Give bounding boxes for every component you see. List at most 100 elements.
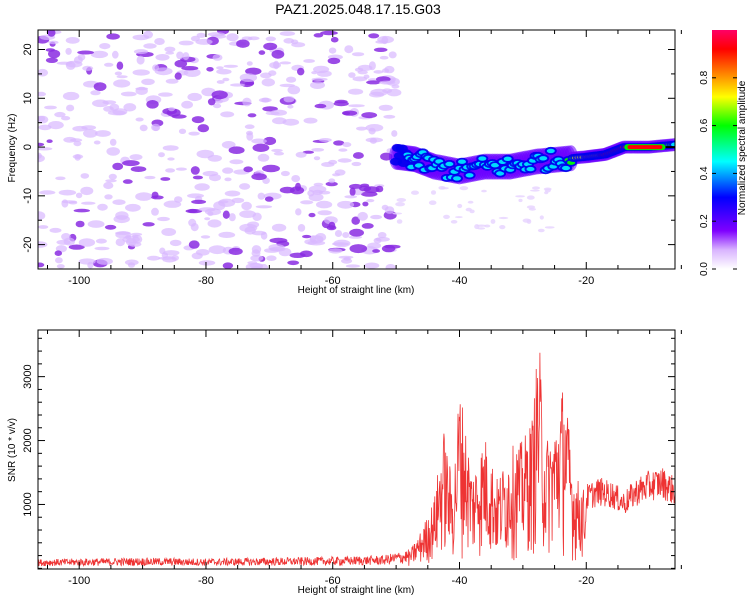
noise-blob [316, 200, 333, 209]
noise-blob [38, 68, 49, 77]
noise-blob [196, 149, 215, 159]
snr-x-axis-label: Height of straight line (km) [298, 585, 415, 596]
noise-blob [247, 113, 257, 118]
noise-blob [344, 195, 358, 199]
noise-blob [38, 147, 53, 151]
noise-blob [81, 201, 96, 205]
noise-blob [222, 262, 234, 269]
noise-blob [319, 138, 332, 142]
colorbar-ticks: 0.0 0.2 0.4 0.6 0.8 [699, 70, 737, 276]
noise-blob [94, 130, 111, 137]
noise-blob [333, 239, 351, 248]
noise-blob [226, 33, 239, 42]
noise-blob [80, 186, 94, 196]
noise-blob [228, 146, 245, 154]
noise-blob [377, 232, 387, 239]
noise-blob [90, 90, 101, 96]
noise-blob [477, 227, 486, 230]
noise-blob [48, 49, 61, 59]
noise-blob [302, 234, 312, 239]
noise-blob [38, 91, 46, 97]
noise-blob [532, 186, 540, 190]
noise-blob [135, 192, 153, 201]
signal-peak [465, 173, 474, 178]
spectrogram-x-axis-label: Height of straight line (km) [298, 285, 415, 296]
noise-blob [269, 61, 281, 69]
noise-blob [211, 90, 228, 100]
noise-blob [295, 151, 307, 158]
noise-blob [120, 91, 137, 97]
noise-blob [78, 258, 96, 265]
noise-blob [191, 199, 207, 204]
noise-blob [362, 201, 369, 207]
noise-blob [160, 177, 171, 181]
snr-y-tick-label: 1000 [22, 492, 34, 516]
noise-blob [544, 191, 549, 195]
noise-blob [455, 216, 463, 219]
signal-peak [445, 161, 454, 167]
noise-blob [207, 32, 226, 37]
noise-blob [260, 72, 272, 79]
noise-blob [167, 157, 175, 161]
noise-blob [228, 247, 243, 255]
noise-blob [157, 216, 170, 222]
noise-blob [204, 217, 211, 221]
noise-blob [373, 237, 382, 244]
noise-blob [54, 250, 62, 256]
noise-blob [124, 259, 139, 266]
noise-blob [271, 223, 287, 232]
noise-blob [151, 207, 159, 216]
noise-blob [381, 204, 389, 211]
noise-blob [239, 183, 251, 190]
noise-blob [80, 173, 90, 179]
noise-blob [265, 36, 276, 42]
colorbar-tick-label: 0.8 [699, 70, 710, 84]
noise-blob [47, 30, 56, 37]
signal-peak [503, 156, 512, 161]
noise-blob [128, 241, 142, 247]
signal-band-core [627, 145, 663, 150]
noise-blob [93, 82, 107, 91]
noise-blob [498, 216, 509, 220]
noise-blob [395, 202, 405, 207]
noise-blob [90, 50, 109, 59]
noise-blob [165, 51, 175, 55]
noise-blob [337, 200, 355, 209]
noise-blob [77, 50, 94, 55]
noise-blob [515, 195, 526, 198]
noise-blob [224, 190, 241, 197]
noise-blob [388, 51, 397, 59]
noise-blob [194, 183, 210, 191]
noise-blob [104, 62, 114, 67]
noise-blob [295, 208, 302, 216]
noise-blob [368, 127, 376, 135]
noise-blob [197, 124, 209, 133]
signal-peak [453, 176, 461, 181]
noise-blob [96, 257, 113, 265]
noise-blob [526, 219, 532, 224]
noise-blob [313, 65, 330, 74]
spectrogram-plot-area [38, 30, 675, 269]
noise-blob [244, 124, 255, 129]
signal-peak [526, 166, 535, 172]
noise-blob [430, 190, 437, 195]
noise-blob [109, 138, 117, 146]
noise-blob [38, 211, 46, 221]
noise-blob [216, 66, 224, 70]
noise-blob [379, 80, 396, 85]
noise-blob [200, 235, 211, 239]
spectrogram-y-tick-label: -10 [22, 188, 34, 204]
noise-blob [258, 97, 272, 103]
signal-peak [671, 142, 675, 147]
noise-blob [327, 57, 341, 65]
noise-blob [181, 66, 199, 71]
noise-blob [146, 100, 159, 109]
noise-blob [75, 192, 83, 199]
noise-blob [428, 200, 437, 205]
snr-x-tick-label: -60 [325, 575, 341, 587]
noise-blob [396, 198, 407, 202]
noise-blob [188, 131, 200, 136]
noise-blob [392, 212, 403, 215]
noise-blob [49, 227, 62, 233]
noise-blob [123, 103, 137, 112]
